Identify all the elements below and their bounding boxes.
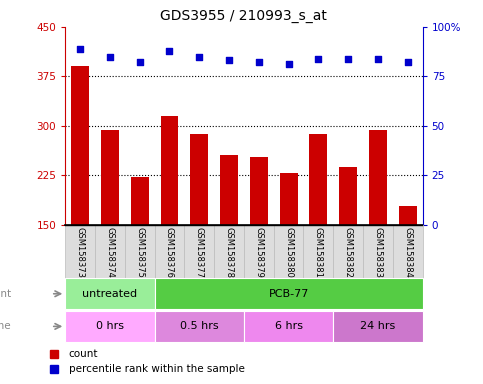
Text: GSM158379: GSM158379 (255, 227, 263, 278)
Text: 0.5 hrs: 0.5 hrs (180, 321, 218, 331)
Text: 24 hrs: 24 hrs (360, 321, 396, 331)
Text: agent: agent (0, 289, 12, 299)
Text: GSM158378: GSM158378 (225, 227, 233, 278)
Bar (369, 131, 387, 324)
Bar (274, 225, 303, 278)
Bar (71, 66, 89, 324)
Text: GSM158383: GSM158383 (373, 227, 383, 278)
Bar (303, 225, 333, 278)
Bar (393, 225, 423, 278)
Text: percentile rank within the sample: percentile rank within the sample (69, 364, 245, 374)
Text: 0 hrs: 0 hrs (96, 321, 124, 331)
Text: GSM158377: GSM158377 (195, 227, 204, 278)
Bar (155, 311, 244, 342)
Bar (244, 225, 274, 278)
Text: GSM158380: GSM158380 (284, 227, 293, 278)
Bar (95, 225, 125, 278)
Point (196, 53, 203, 60)
Bar (65, 278, 155, 309)
Title: GDS3955 / 210993_s_at: GDS3955 / 210993_s_at (160, 9, 327, 23)
Text: untreated: untreated (82, 289, 138, 299)
Point (136, 60, 143, 66)
Bar (333, 311, 423, 342)
Point (314, 55, 322, 61)
Bar (333, 225, 363, 278)
Point (344, 55, 352, 61)
Point (76, 46, 84, 52)
Text: GSM158382: GSM158382 (344, 227, 353, 278)
Bar (214, 225, 244, 278)
Text: PCB-77: PCB-77 (269, 289, 309, 299)
Bar (131, 177, 149, 324)
Point (106, 53, 114, 60)
Text: GSM158375: GSM158375 (135, 227, 144, 278)
Bar (220, 156, 238, 324)
Point (166, 48, 173, 54)
Point (374, 55, 382, 61)
Text: time: time (0, 321, 12, 331)
Bar (250, 157, 268, 324)
Bar (185, 225, 214, 278)
Text: 6 hrs: 6 hrs (275, 321, 302, 331)
Bar (399, 206, 417, 324)
Bar (155, 278, 423, 309)
Bar (310, 134, 327, 324)
Bar (155, 225, 185, 278)
Point (225, 58, 233, 64)
Bar (363, 225, 393, 278)
Bar (339, 167, 357, 324)
Bar (65, 225, 95, 278)
Point (285, 61, 293, 68)
Bar (244, 311, 333, 342)
Point (255, 60, 263, 66)
Text: GSM158376: GSM158376 (165, 227, 174, 278)
Text: GSM158384: GSM158384 (403, 227, 412, 278)
Text: GSM158381: GSM158381 (314, 227, 323, 278)
Bar (65, 311, 155, 342)
Text: count: count (69, 349, 99, 359)
Bar (190, 134, 208, 324)
Bar (160, 116, 178, 324)
Bar (101, 131, 119, 324)
Bar (125, 225, 155, 278)
Bar (280, 173, 298, 324)
Text: GSM158374: GSM158374 (105, 227, 114, 278)
Text: GSM158373: GSM158373 (76, 227, 85, 278)
Point (404, 60, 412, 66)
